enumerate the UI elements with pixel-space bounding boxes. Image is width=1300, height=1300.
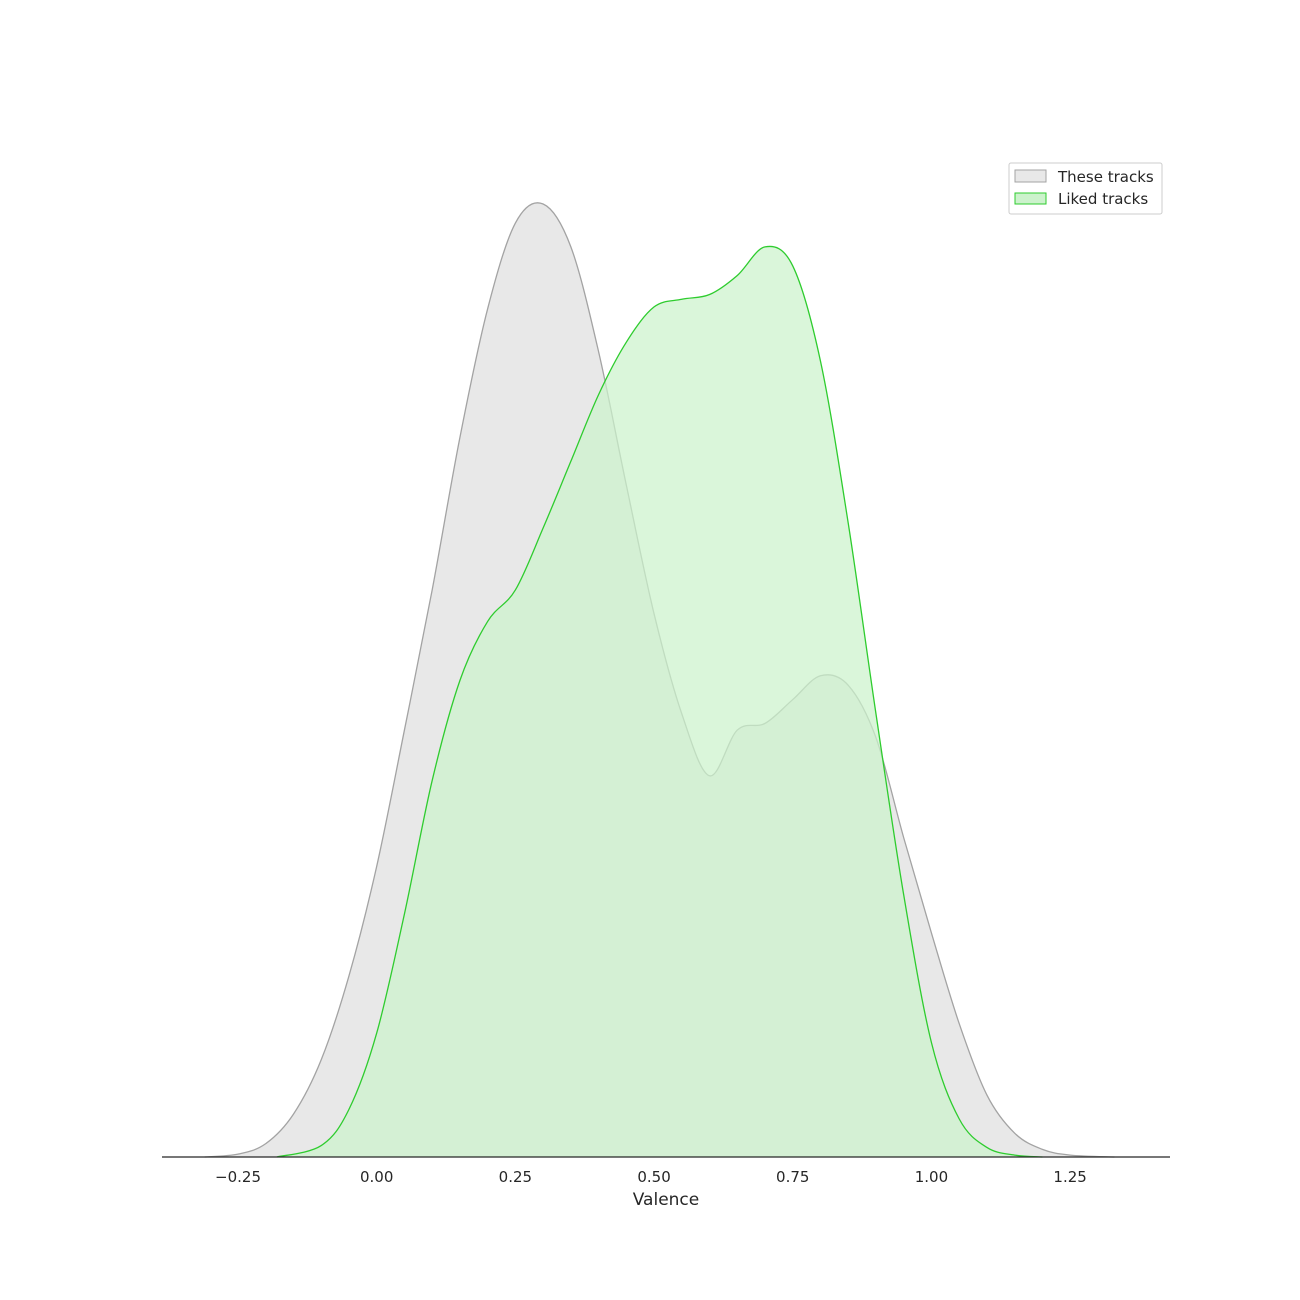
x-tick-label: 0.75 (776, 1168, 809, 1186)
legend-label-liked-tracks: Liked tracks (1058, 190, 1148, 208)
x-tick-label: 1.25 (1053, 1168, 1086, 1186)
legend: These tracks Liked tracks (1008, 162, 1163, 215)
x-axis-label: Valence (633, 1190, 700, 1210)
density-area-liked-tracks (276, 246, 1043, 1157)
x-tick-label: 1.00 (915, 1168, 948, 1186)
density-line-liked-tracks (276, 245, 1043, 1158)
density-areas (204, 202, 1115, 1158)
x-tick-label: 0.25 (499, 1168, 532, 1186)
legend-frame (1008, 162, 1163, 215)
x-tick-label: 0.00 (360, 1168, 393, 1186)
legend-swatch-liked-tracks (1014, 192, 1047, 205)
x-axis-ticks: −0.25 0.00 0.25 0.50 0.75 1.00 1.25 (215, 1168, 1087, 1186)
legend-swatch-these-tracks (1014, 169, 1047, 183)
legend-label-these-tracks: These tracks (1057, 168, 1154, 186)
x-tick-label: −0.25 (215, 1168, 261, 1186)
x-tick-label: 0.50 (637, 1168, 670, 1186)
